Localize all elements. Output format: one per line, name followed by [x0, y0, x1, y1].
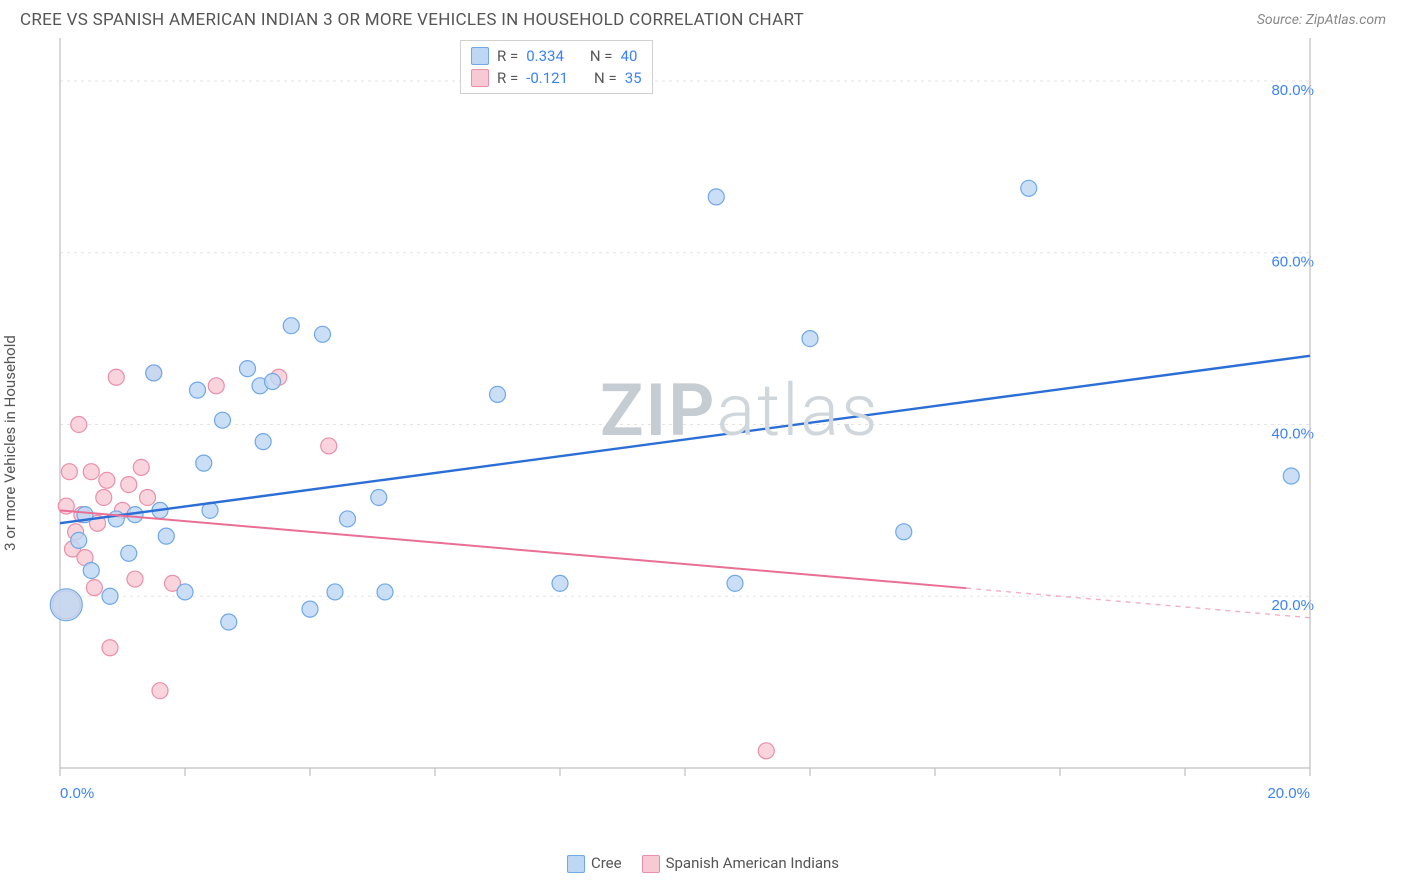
data-point [133, 459, 149, 475]
data-point [240, 361, 256, 377]
legend-n-label: N = [594, 67, 617, 89]
legend-row: R = 0.334 N = 40 [471, 45, 642, 67]
data-point [255, 434, 271, 450]
series-legend: Cree Spanish American Indians [0, 848, 1406, 873]
data-point [708, 189, 724, 205]
data-point [140, 489, 156, 505]
data-point [221, 614, 237, 630]
data-point [127, 571, 143, 587]
data-point [102, 588, 118, 604]
data-point [83, 562, 99, 578]
svg-text:40.0%: 40.0% [1271, 425, 1314, 442]
data-point [896, 524, 912, 540]
legend-r-value: 0.334 [526, 45, 564, 67]
legend-r-label: R = [497, 45, 518, 67]
data-point [327, 584, 343, 600]
trend-line-extrapolated [966, 588, 1310, 618]
legend-r-value: -0.121 [526, 67, 568, 89]
data-point [283, 318, 299, 334]
data-point [321, 438, 337, 454]
data-point [377, 584, 393, 600]
data-point [802, 331, 818, 347]
data-point [152, 683, 168, 699]
data-point [83, 464, 99, 480]
legend-swatch [471, 69, 489, 87]
data-point [315, 326, 331, 342]
trend-line [60, 510, 966, 588]
svg-text:20.0%: 20.0% [1271, 597, 1314, 614]
legend-swatch [642, 855, 660, 873]
data-point [208, 378, 224, 394]
svg-text:0.0%: 0.0% [60, 785, 94, 802]
data-point [99, 472, 115, 488]
data-point [108, 511, 124, 527]
legend-row: R = -0.121 N = 35 [471, 67, 642, 89]
data-point [146, 365, 162, 381]
data-point [340, 511, 356, 527]
data-point [71, 532, 87, 548]
data-point [758, 743, 774, 759]
data-point [108, 369, 124, 385]
legend-n-value: 35 [625, 67, 642, 89]
data-point [371, 489, 387, 505]
legend-r-label: R = [497, 67, 518, 89]
data-point [727, 575, 743, 591]
trend-line [60, 356, 1310, 523]
data-point [215, 412, 231, 428]
data-point [552, 575, 568, 591]
svg-text:20.0%: 20.0% [1267, 785, 1310, 802]
data-point [196, 455, 212, 471]
svg-text:80.0%: 80.0% [1271, 82, 1314, 99]
data-point [102, 640, 118, 656]
chart-source: Source: ZipAtlas.com [1257, 12, 1386, 28]
legend-item: Spanish American Indians [642, 854, 839, 873]
chart-area: 3 or more Vehicles in Household 20.0%40.… [20, 38, 1386, 848]
legend-n-value: 40 [621, 45, 638, 67]
data-point [490, 386, 506, 402]
chart-header: CREE VS SPANISH AMERICAN INDIAN 3 OR MOR… [0, 0, 1406, 38]
data-point [71, 416, 87, 432]
data-point [86, 580, 102, 596]
data-point [177, 584, 193, 600]
data-point [121, 477, 137, 493]
svg-text:60.0%: 60.0% [1271, 254, 1314, 271]
legend-label: Cree [591, 854, 622, 872]
data-point [1021, 180, 1037, 196]
data-point [50, 589, 82, 621]
data-point [121, 545, 137, 561]
data-point [302, 601, 318, 617]
data-point [61, 464, 77, 480]
legend-swatch [471, 47, 489, 65]
chart-title: CREE VS SPANISH AMERICAN INDIAN 3 OR MOR… [20, 10, 804, 30]
legend-n-label: N = [590, 45, 613, 67]
legend-label: Spanish American Indians [666, 854, 839, 872]
data-point [1283, 468, 1299, 484]
data-point [190, 382, 206, 398]
data-point [158, 528, 174, 544]
scatter-plot: 20.0% 40.0% 60.0% 80.0% 0.0% 20.0% [20, 38, 1386, 848]
legend-item: Cree [567, 854, 622, 873]
y-axis-label: 3 or more Vehicles in Household [1, 335, 19, 551]
legend-swatch [567, 855, 585, 873]
correlation-legend: R =0.334N =40R =-0.121N =35 [460, 40, 653, 94]
data-point [96, 489, 112, 505]
data-point [265, 374, 281, 390]
